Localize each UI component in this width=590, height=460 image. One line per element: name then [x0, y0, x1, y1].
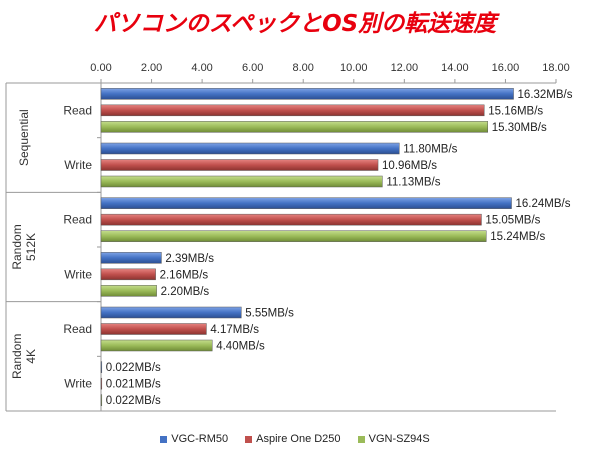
data-label: 15.24MB/s: [490, 231, 545, 243]
legend-label: VGN-SZ94S: [368, 433, 430, 445]
data-label: 11.80MB/s: [403, 144, 457, 156]
chart-title: パソコンのスペックとOS別の転送速度: [93, 11, 497, 37]
data-label: 5.55MB/s: [245, 308, 294, 320]
data-label: 10.96MB/s: [382, 160, 437, 172]
bar: [100, 159, 379, 171]
data-label: 4.40MB/s: [216, 341, 265, 353]
category-label: Write: [64, 267, 92, 281]
data-label: 16.24MB/s: [516, 198, 571, 210]
x-tick-label: 14.00: [441, 62, 469, 74]
data-label: 0.022MB/s: [106, 395, 161, 407]
legend-label: Aspire One D250: [256, 433, 341, 445]
bar: [100, 361, 103, 373]
bar: [100, 142, 400, 155]
bar: [100, 252, 162, 264]
bar: [100, 339, 213, 352]
data-label: 15.05MB/s: [485, 215, 540, 227]
bar: [100, 104, 485, 117]
x-tick-label: 0.00: [90, 62, 111, 74]
legend-swatch: [357, 435, 365, 443]
x-tick-label: 8.00: [293, 62, 314, 74]
bar: [100, 197, 512, 209]
group-label: Random512K: [10, 224, 38, 269]
bar: [100, 377, 103, 390]
legend-swatch: [245, 435, 253, 443]
category-label: Read: [63, 213, 92, 227]
x-tick-label: 2.00: [141, 62, 162, 74]
group-label: Sequential: [17, 109, 31, 166]
data-label: 2.39MB/s: [165, 253, 214, 265]
data-label: 4.17MB/s: [210, 324, 259, 336]
legend-item: VGC-RM50: [160, 433, 228, 445]
category-label: Write: [64, 377, 92, 391]
legend-item: Aspire One D250: [245, 433, 341, 445]
category-label: Read: [63, 322, 92, 336]
x-tick-label: 10.00: [340, 62, 368, 74]
x-tick-label: 12.00: [391, 62, 419, 74]
data-label: 15.16MB/s: [488, 105, 543, 117]
bar: [100, 323, 207, 335]
bar: [100, 285, 157, 297]
group-label: Random4K: [10, 334, 38, 379]
category-label: Read: [63, 103, 92, 117]
data-label: 16.32MB/s: [518, 89, 573, 101]
x-tick-label: 18.00: [542, 62, 570, 74]
legend-item: VGN-SZ94S: [357, 433, 430, 445]
data-label: 2.20MB/s: [161, 286, 210, 298]
data-label: 11.13MB/s: [386, 177, 440, 189]
x-tick-label: 6.00: [242, 62, 263, 74]
bar: [100, 394, 103, 406]
bar: [100, 121, 488, 133]
bar: [100, 230, 487, 242]
data-label: 0.022MB/s: [106, 362, 161, 374]
bar: [100, 175, 383, 188]
data-label: 0.021MB/s: [106, 379, 161, 391]
bar: [100, 268, 156, 281]
x-tick-label: 4.00: [191, 62, 212, 74]
data-label: 2.16MB/s: [160, 269, 209, 281]
bar: [100, 88, 514, 100]
x-tick-label: 16.00: [492, 62, 520, 74]
legend: VGC-RM50 Aspire One D250 VGN-SZ94S: [0, 433, 590, 445]
bar: [100, 306, 242, 319]
legend-swatch: [160, 435, 168, 443]
data-label: 15.30MB/s: [492, 122, 547, 134]
bar: [100, 213, 482, 226]
category-label: Write: [64, 158, 92, 172]
legend-label: VGC-RM50: [171, 433, 229, 445]
